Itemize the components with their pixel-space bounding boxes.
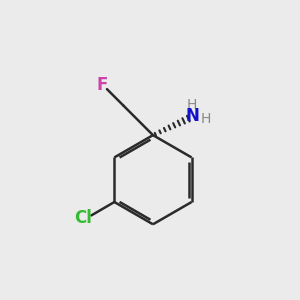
- Text: N: N: [185, 107, 199, 125]
- Text: Cl: Cl: [74, 209, 92, 227]
- Text: H: H: [187, 98, 197, 112]
- Text: H: H: [201, 112, 211, 126]
- Text: F: F: [97, 76, 108, 94]
